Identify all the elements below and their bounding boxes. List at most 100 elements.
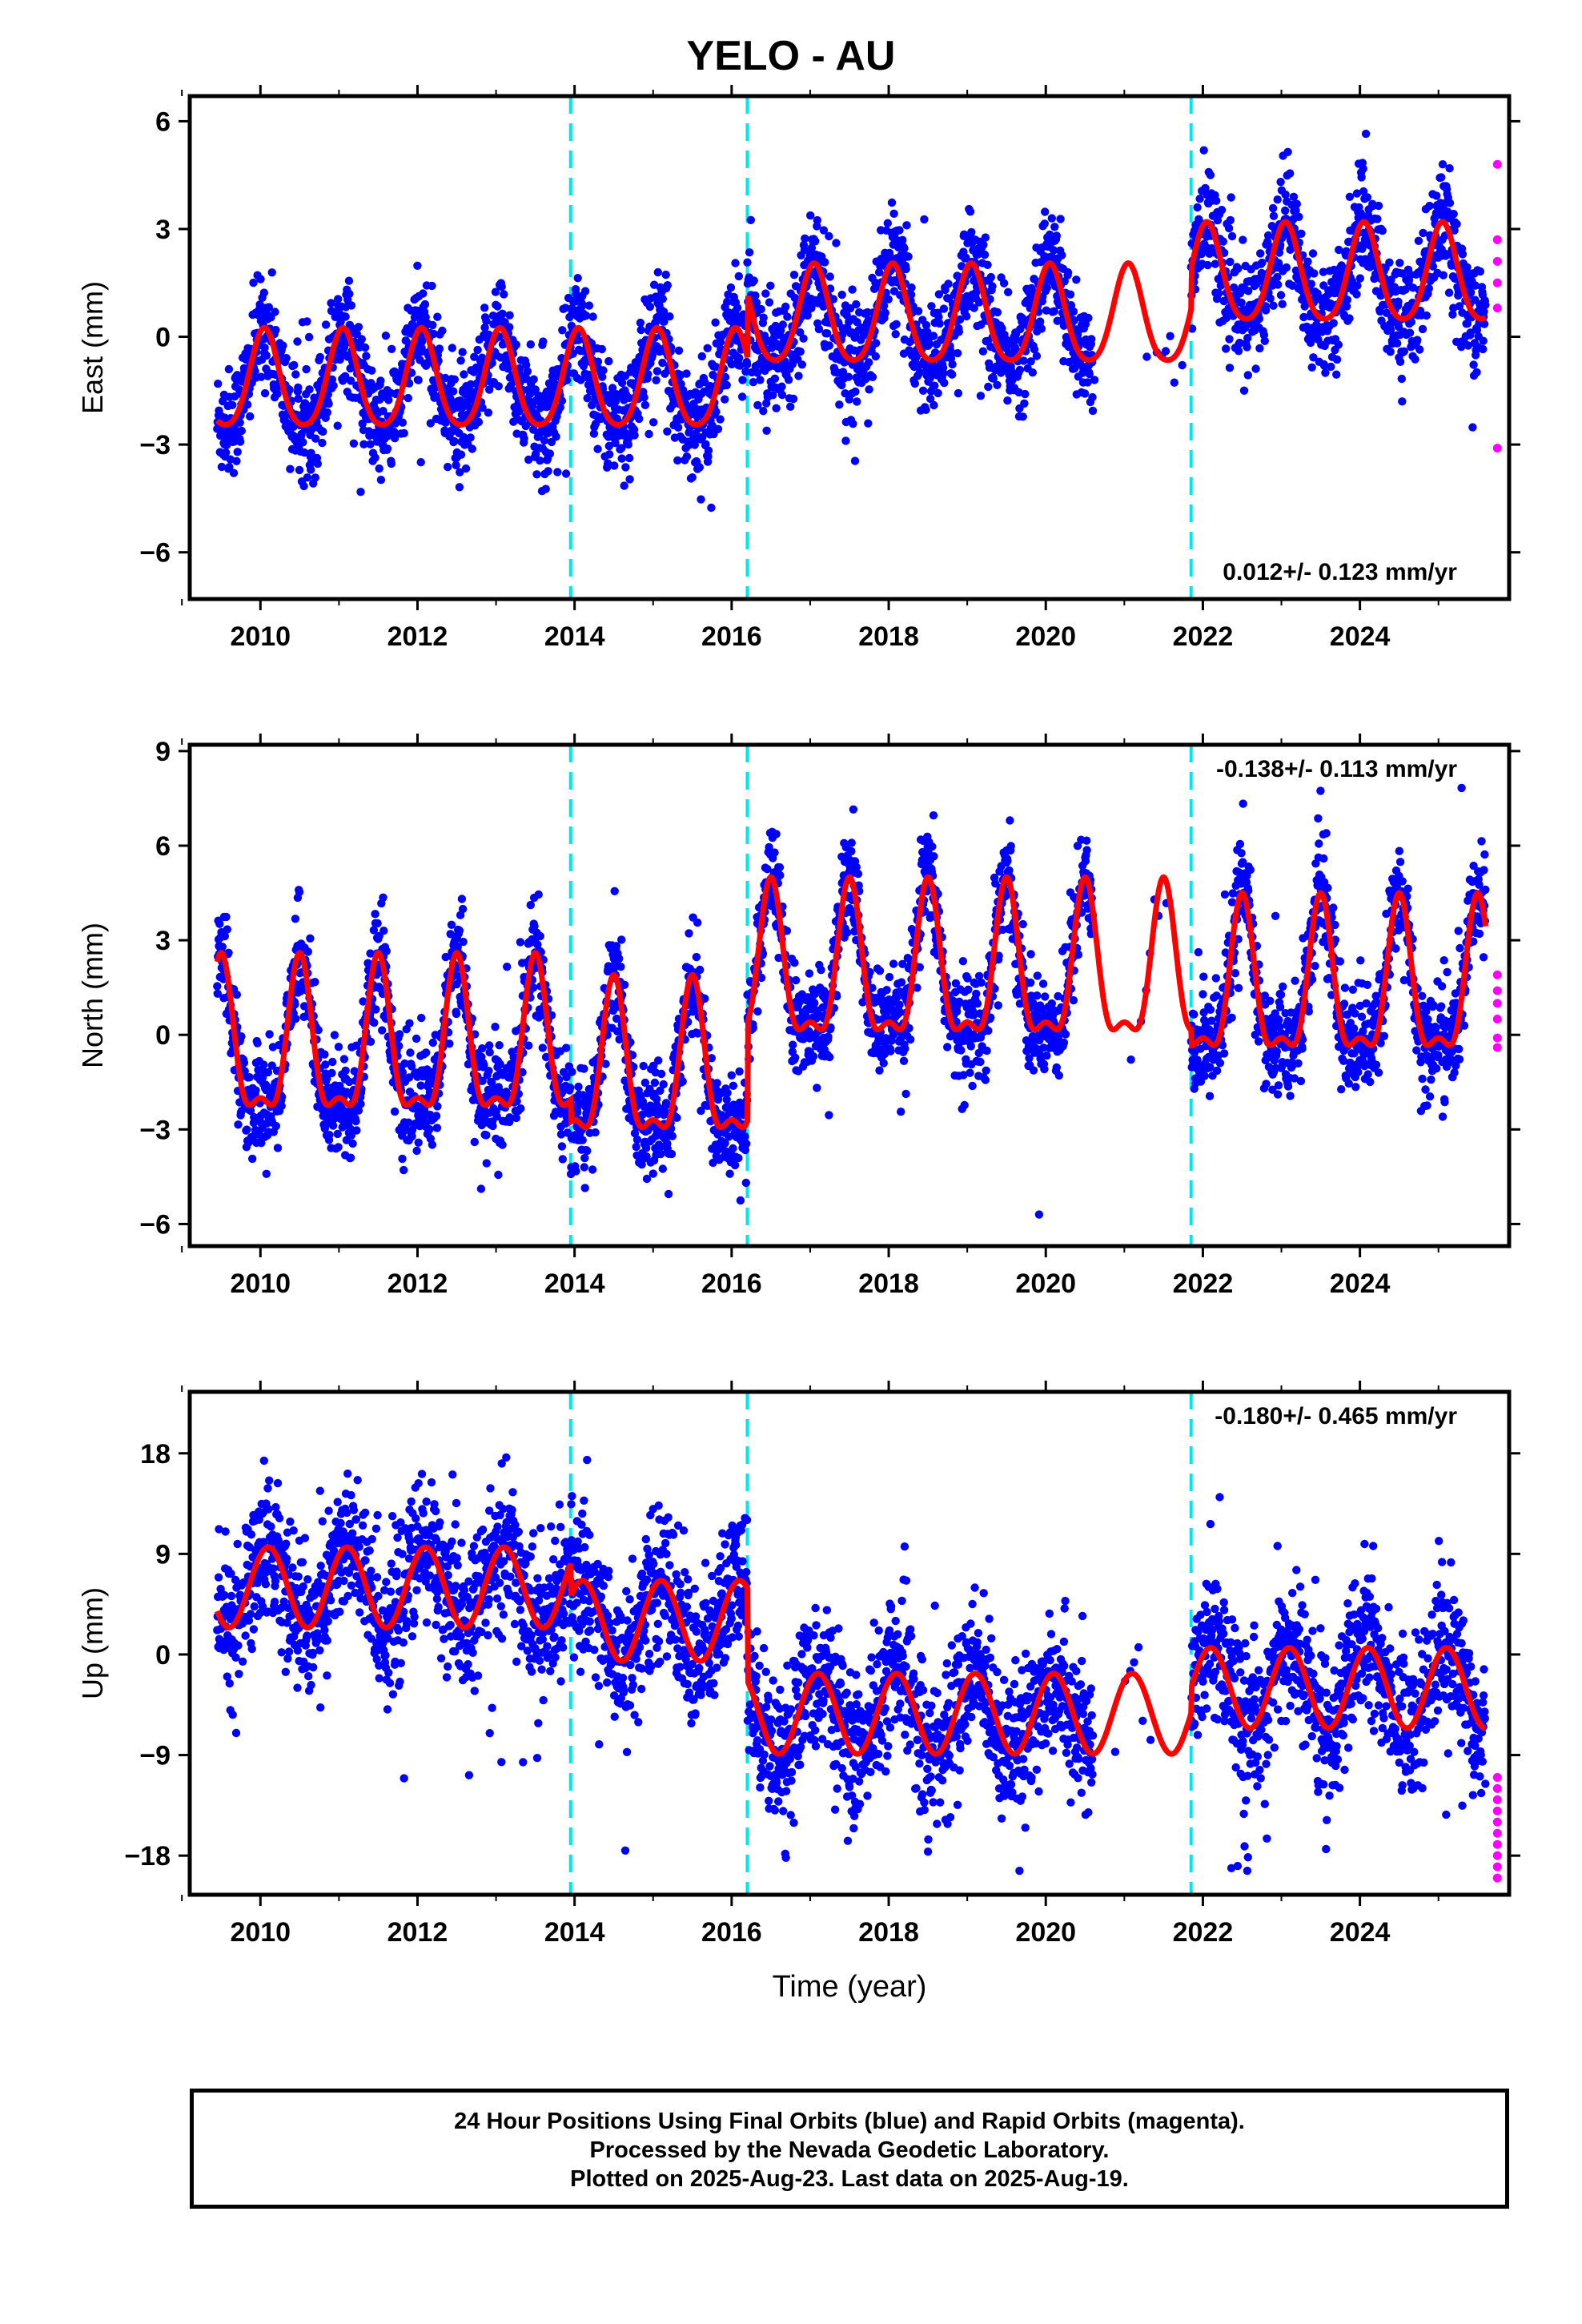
data-point [455, 926, 464, 935]
data-point [1273, 280, 1283, 289]
data-point [1193, 203, 1202, 212]
data-point [408, 1132, 416, 1141]
data-point [248, 1154, 257, 1164]
data-point [478, 404, 487, 412]
data-point [532, 449, 540, 459]
data-point [630, 431, 639, 440]
data-point [512, 1096, 521, 1106]
data-point [871, 352, 881, 361]
data-point [927, 302, 936, 311]
data-point [1464, 341, 1473, 350]
data-point [1399, 347, 1409, 356]
data-point [1334, 340, 1343, 349]
data-point [233, 448, 242, 456]
data-point [889, 209, 898, 218]
data-point [865, 385, 873, 394]
data-point [553, 468, 562, 476]
data-point [1255, 314, 1264, 324]
data-point [583, 1146, 592, 1156]
data-point [491, 287, 500, 296]
data-point [319, 427, 327, 436]
data-point [580, 1184, 589, 1192]
data-point [1081, 320, 1090, 328]
data-point [769, 391, 777, 400]
data-point [597, 344, 606, 354]
data-point [749, 276, 758, 285]
data-point [1458, 250, 1468, 259]
data-point [1373, 215, 1382, 223]
data-point [729, 1144, 737, 1153]
data-point [491, 1023, 500, 1031]
y-axis-label: East (mm) [76, 281, 109, 414]
data-point [354, 323, 363, 332]
data-point [1428, 262, 1438, 271]
data-point [974, 298, 984, 307]
x-tick-label: 2014 [544, 621, 605, 652]
data-point [381, 332, 391, 340]
data-point [323, 390, 332, 399]
data-point [986, 272, 996, 282]
data-point [448, 344, 456, 352]
data-point [334, 1043, 343, 1051]
data-point [940, 378, 949, 388]
data-point [557, 1142, 567, 1151]
data-point [654, 1056, 663, 1065]
data-point [379, 893, 387, 903]
data-point [572, 289, 580, 299]
data-point [1201, 183, 1210, 193]
data-point [1343, 296, 1352, 304]
data-point [1291, 206, 1300, 215]
data-point [406, 1048, 415, 1057]
data-point [246, 412, 255, 421]
data-point [734, 271, 743, 281]
data-point [448, 387, 458, 396]
data-point [1215, 289, 1223, 298]
data-point [796, 347, 805, 356]
data-point [530, 922, 539, 931]
data-point [1448, 310, 1457, 319]
data-point [234, 1120, 243, 1129]
x-tick-label: 2016 [701, 621, 762, 652]
data-point [307, 465, 315, 474]
data-point [859, 331, 869, 340]
data-point [370, 1018, 379, 1027]
data-point [1359, 187, 1368, 196]
data-point [967, 227, 976, 237]
data-point [1472, 368, 1481, 377]
data-point [603, 459, 612, 468]
data-point [1219, 237, 1228, 246]
data-point [725, 1169, 734, 1178]
data-point [783, 312, 792, 321]
data-point [1300, 302, 1309, 311]
data-point [213, 982, 222, 991]
data-point [849, 420, 857, 428]
data-point [900, 243, 909, 253]
data-point [741, 367, 750, 376]
data-point [229, 468, 239, 477]
data-point [540, 436, 549, 445]
data-point [311, 473, 319, 482]
data-point [578, 1136, 587, 1144]
data-point [796, 328, 805, 337]
data-point [371, 453, 379, 462]
data-point [558, 1155, 567, 1164]
data-point [1276, 291, 1286, 300]
data-point [1263, 231, 1273, 240]
data-point [1467, 288, 1476, 297]
data-point [1332, 355, 1342, 364]
data-point [217, 462, 227, 472]
data-point [1471, 281, 1480, 290]
data-point [1281, 206, 1290, 215]
data-point [939, 368, 948, 378]
data-point [441, 952, 450, 962]
data-point [993, 308, 1002, 317]
data-point [749, 378, 757, 387]
data-point [357, 335, 366, 344]
data-point [1170, 378, 1179, 387]
data-point [1004, 287, 1013, 296]
data-point [844, 372, 853, 381]
data-point [1432, 191, 1441, 200]
data-point [786, 402, 795, 411]
data-point [845, 304, 855, 313]
data-point [371, 910, 379, 919]
